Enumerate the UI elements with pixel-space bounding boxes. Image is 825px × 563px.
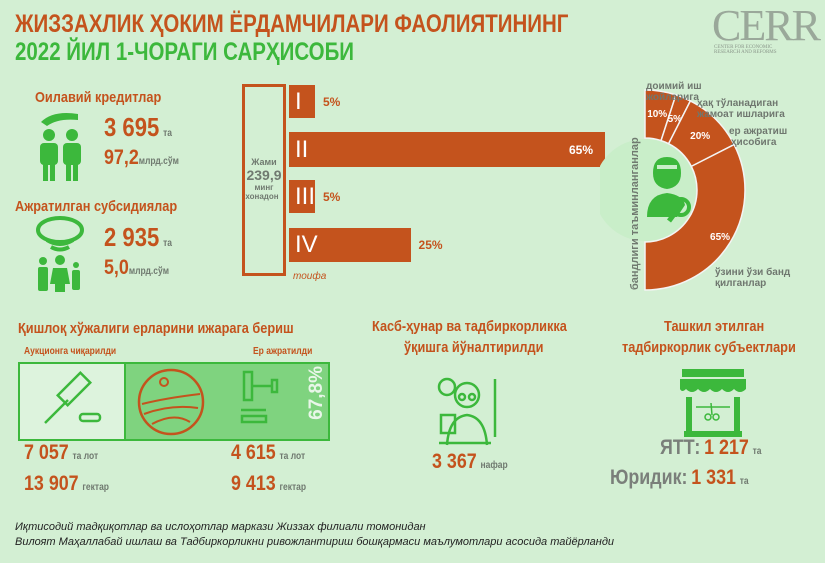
category-pct: 25% — [418, 238, 443, 252]
donut-pct-label: 10% — [647, 109, 667, 120]
category-bar: II — [289, 132, 605, 167]
allocated-hectares: 9 413 — [231, 472, 276, 495]
subsidies-title: Ажратилган субсидиялар — [15, 198, 178, 215]
category-pct: 5% — [323, 189, 341, 204]
allocated-label: Ер ажратилди — [253, 346, 313, 357]
category-pct: 65% — [569, 142, 594, 157]
category-bar: I — [289, 85, 315, 118]
subsidies-amount: 5,0 — [104, 256, 129, 279]
training-title-2: ўқишга йўналтирилди — [404, 339, 544, 356]
donut-segment — [644, 143, 746, 291]
auction-hectares: 13 907 — [24, 472, 79, 495]
family-credits-count: 3 695 — [104, 112, 160, 142]
ytt-value: 1 217 — [704, 436, 749, 459]
segment-label-2: ҳақ тўланадиган жамоат ишларига — [697, 98, 785, 120]
category-bar: IV — [289, 228, 411, 262]
segment-label-3: ер ажратиш ҳисобига — [729, 126, 788, 148]
category-pct: 5% — [323, 94, 341, 109]
footer-line-1: Иқтисодий тадқиқотлар ва ислоҳотлар марк… — [15, 521, 426, 533]
legal-label: Юридик: — [610, 466, 688, 489]
ytt-label: ЯТТ: — [660, 436, 701, 459]
donut-pct-label: 5% — [668, 114, 683, 125]
subsidies-count: 2 935 — [104, 222, 160, 252]
donut-pct-label: 65% — [710, 232, 730, 243]
page-subtitle: 2022 ЙИЛ 1-ЧОРАГИ САРҲИСОБИ — [15, 38, 355, 66]
allocated-share: 67,8% — [306, 366, 327, 420]
total-households-box: Жами 239,9 минг хонадон — [242, 84, 286, 276]
land-title: Қишлоқ хўжалиги ерларини ижарага бериш — [18, 320, 294, 337]
employee-search-icon — [647, 157, 691, 223]
family-credits-title: Оилавий кредитлар — [35, 89, 162, 106]
shop-icon — [680, 369, 746, 437]
entities-title-2: тадбиркорлик субъектлари — [622, 339, 796, 356]
teacher-icon — [437, 377, 497, 446]
segment-label-4: ўзини ўзи банд қилганлар — [715, 267, 791, 289]
donut-pct-label: 20% — [690, 131, 710, 142]
auction-label: Аукционга чиқарилди — [24, 346, 117, 357]
gavel-icon — [44, 370, 102, 424]
cerr-logo: CERR CENTER FOR ECONOMIC RESEARCH AND RE… — [712, 1, 821, 55]
family-credits-amount: 97,2 — [104, 146, 139, 169]
family-hands-icon — [40, 113, 81, 181]
employment-title: бандлиги таъминланганлар — [629, 137, 641, 290]
training-title-1: Касб-ҳунар ва тадбиркорликка — [372, 318, 567, 335]
category-bar: III — [289, 180, 315, 213]
training-count: 3 367 — [432, 450, 477, 473]
entities-title-1: Ташкил этилган — [664, 318, 765, 335]
footer-line-2: Вилоят Маҳаллабай ишлаш ва Тадбиркорликн… — [15, 536, 615, 548]
axis-label: тоифа — [293, 271, 327, 282]
segment-label-1: доимий иш жойларига — [646, 81, 702, 103]
farmland-icon — [137, 368, 279, 436]
page-title: ЖИЗЗАХЛИК ҲОКИМ ЁРДАМЧИЛАРИ ФАОЛИЯТИНИНГ — [15, 10, 569, 38]
auction-lots: 7 057 — [24, 441, 69, 464]
family-subsidy-icon — [36, 216, 84, 292]
legal-value: 1 331 — [691, 466, 736, 489]
allocated-lots: 4 615 — [231, 441, 276, 464]
land-box: 67,8% — [18, 362, 330, 441]
